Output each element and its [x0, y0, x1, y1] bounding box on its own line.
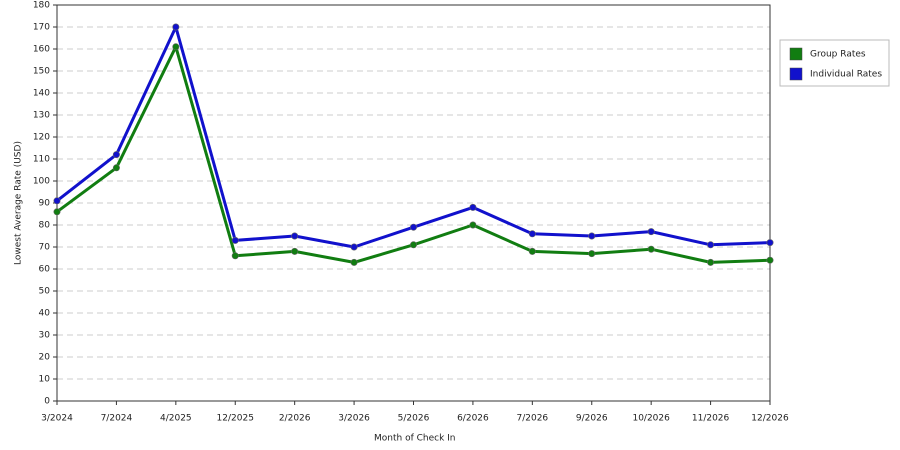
y-tick-label: 130 — [33, 111, 50, 121]
data-point — [53, 208, 61, 216]
data-point — [409, 241, 417, 249]
y-tick-label: 90 — [39, 199, 51, 209]
y-tick-label: 100 — [33, 177, 50, 187]
data-point — [409, 223, 417, 231]
data-point — [528, 230, 536, 238]
y-tick-label: 140 — [33, 89, 50, 99]
x-tick-label: 7/2024 — [101, 414, 133, 424]
series-line — [56, 25, 771, 249]
data-point — [707, 258, 715, 266]
data-point — [766, 256, 774, 264]
data-point — [647, 245, 655, 253]
plot-frame — [56, 4, 771, 402]
y-tick-label: 160 — [33, 45, 50, 55]
data-point — [112, 151, 120, 159]
data-point — [766, 239, 774, 247]
y-tick-label: 40 — [39, 309, 51, 319]
y-tick-label: 20 — [39, 353, 51, 363]
data-point — [53, 197, 61, 205]
data-point — [647, 228, 655, 236]
y-tick-label: 60 — [39, 265, 51, 275]
y-tick-label: 80 — [39, 221, 51, 231]
data-point — [707, 241, 715, 249]
data-point — [588, 250, 596, 258]
data-point — [350, 243, 358, 251]
legend-swatch — [789, 47, 803, 61]
data-point — [469, 203, 477, 211]
x-tick-label: 2/2026 — [279, 414, 311, 424]
x-tick-label: 7/2026 — [516, 414, 548, 424]
x-tick-label: 12/2025 — [217, 414, 254, 424]
y-tick-label: 170 — [33, 23, 50, 33]
y-tick-label: 110 — [33, 155, 50, 165]
data-point — [469, 221, 477, 229]
legend-label: Group Rates — [810, 50, 866, 60]
y-tick-label: 30 — [39, 331, 51, 341]
y-axis-label: Lowest Average Rate (USD) — [14, 141, 24, 265]
data-point — [291, 232, 299, 240]
y-tick-label: 180 — [33, 1, 50, 11]
y-tick-label: 0 — [44, 397, 50, 407]
x-tick-label: 11/2026 — [692, 414, 730, 424]
data-point — [231, 252, 239, 260]
x-tick-label: 9/2026 — [576, 414, 608, 424]
x-tick-label: 12/2026 — [751, 414, 789, 424]
y-tick-label: 50 — [39, 287, 51, 297]
y-tick-label: 120 — [33, 133, 50, 143]
legend-swatch — [789, 67, 803, 81]
data-point — [588, 232, 596, 240]
x-axis-label: Month of Check In — [374, 434, 456, 444]
data-point — [172, 43, 180, 51]
x-tick-label: 4/2025 — [160, 414, 192, 424]
data-point — [172, 23, 180, 31]
y-tick-label: 70 — [39, 243, 51, 253]
data-point — [112, 164, 120, 172]
x-tick-label: 10/2026 — [632, 414, 670, 424]
x-tick-label: 3/2024 — [41, 414, 73, 424]
data-point — [350, 258, 358, 266]
data-point — [291, 247, 299, 255]
data-point — [231, 236, 239, 244]
data-point — [528, 247, 536, 255]
y-tick-label: 150 — [33, 67, 50, 77]
y-tick-label: 10 — [39, 375, 51, 385]
x-tick-label: 6/2026 — [457, 414, 489, 424]
legend-label: Individual Rates — [810, 70, 882, 80]
x-tick-label: 5/2026 — [398, 414, 430, 424]
x-tick-label: 3/2026 — [338, 414, 370, 424]
